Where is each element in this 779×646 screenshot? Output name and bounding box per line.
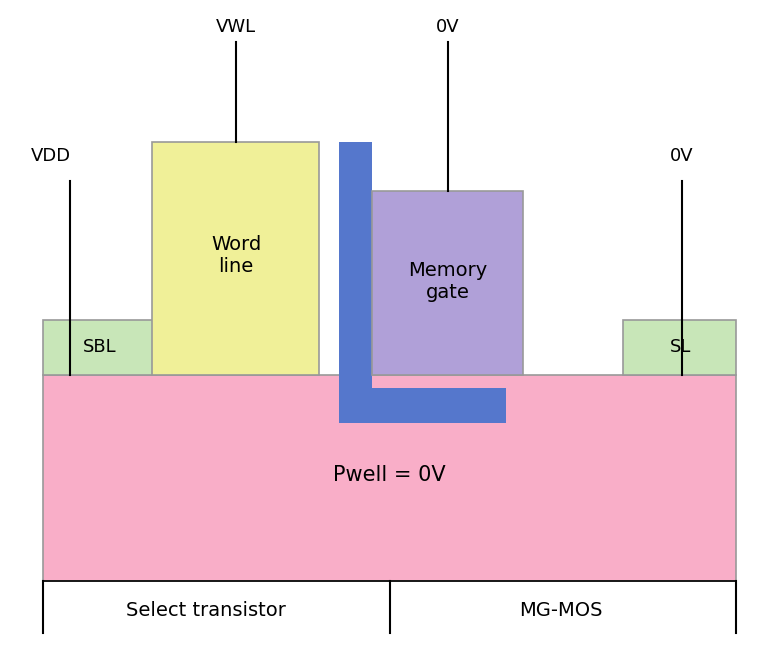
Text: SL: SL <box>669 338 691 356</box>
Text: Select transistor: Select transistor <box>126 601 287 620</box>
Bar <box>339 142 372 423</box>
Text: VDD: VDD <box>30 147 71 165</box>
Bar <box>372 191 523 375</box>
Bar <box>623 320 736 375</box>
Bar <box>339 388 506 423</box>
Text: 0V: 0V <box>670 147 693 165</box>
Text: 0V: 0V <box>436 17 460 36</box>
Bar <box>152 142 319 375</box>
Text: Memory
gate: Memory gate <box>408 260 488 302</box>
Text: Word
line: Word line <box>211 234 261 276</box>
Bar <box>43 375 736 581</box>
Text: SBL: SBL <box>83 338 117 356</box>
Text: VWL: VWL <box>216 17 256 36</box>
Text: MG-MOS: MG-MOS <box>519 601 603 620</box>
Bar <box>43 320 156 375</box>
Text: Pwell = 0V: Pwell = 0V <box>333 465 446 484</box>
